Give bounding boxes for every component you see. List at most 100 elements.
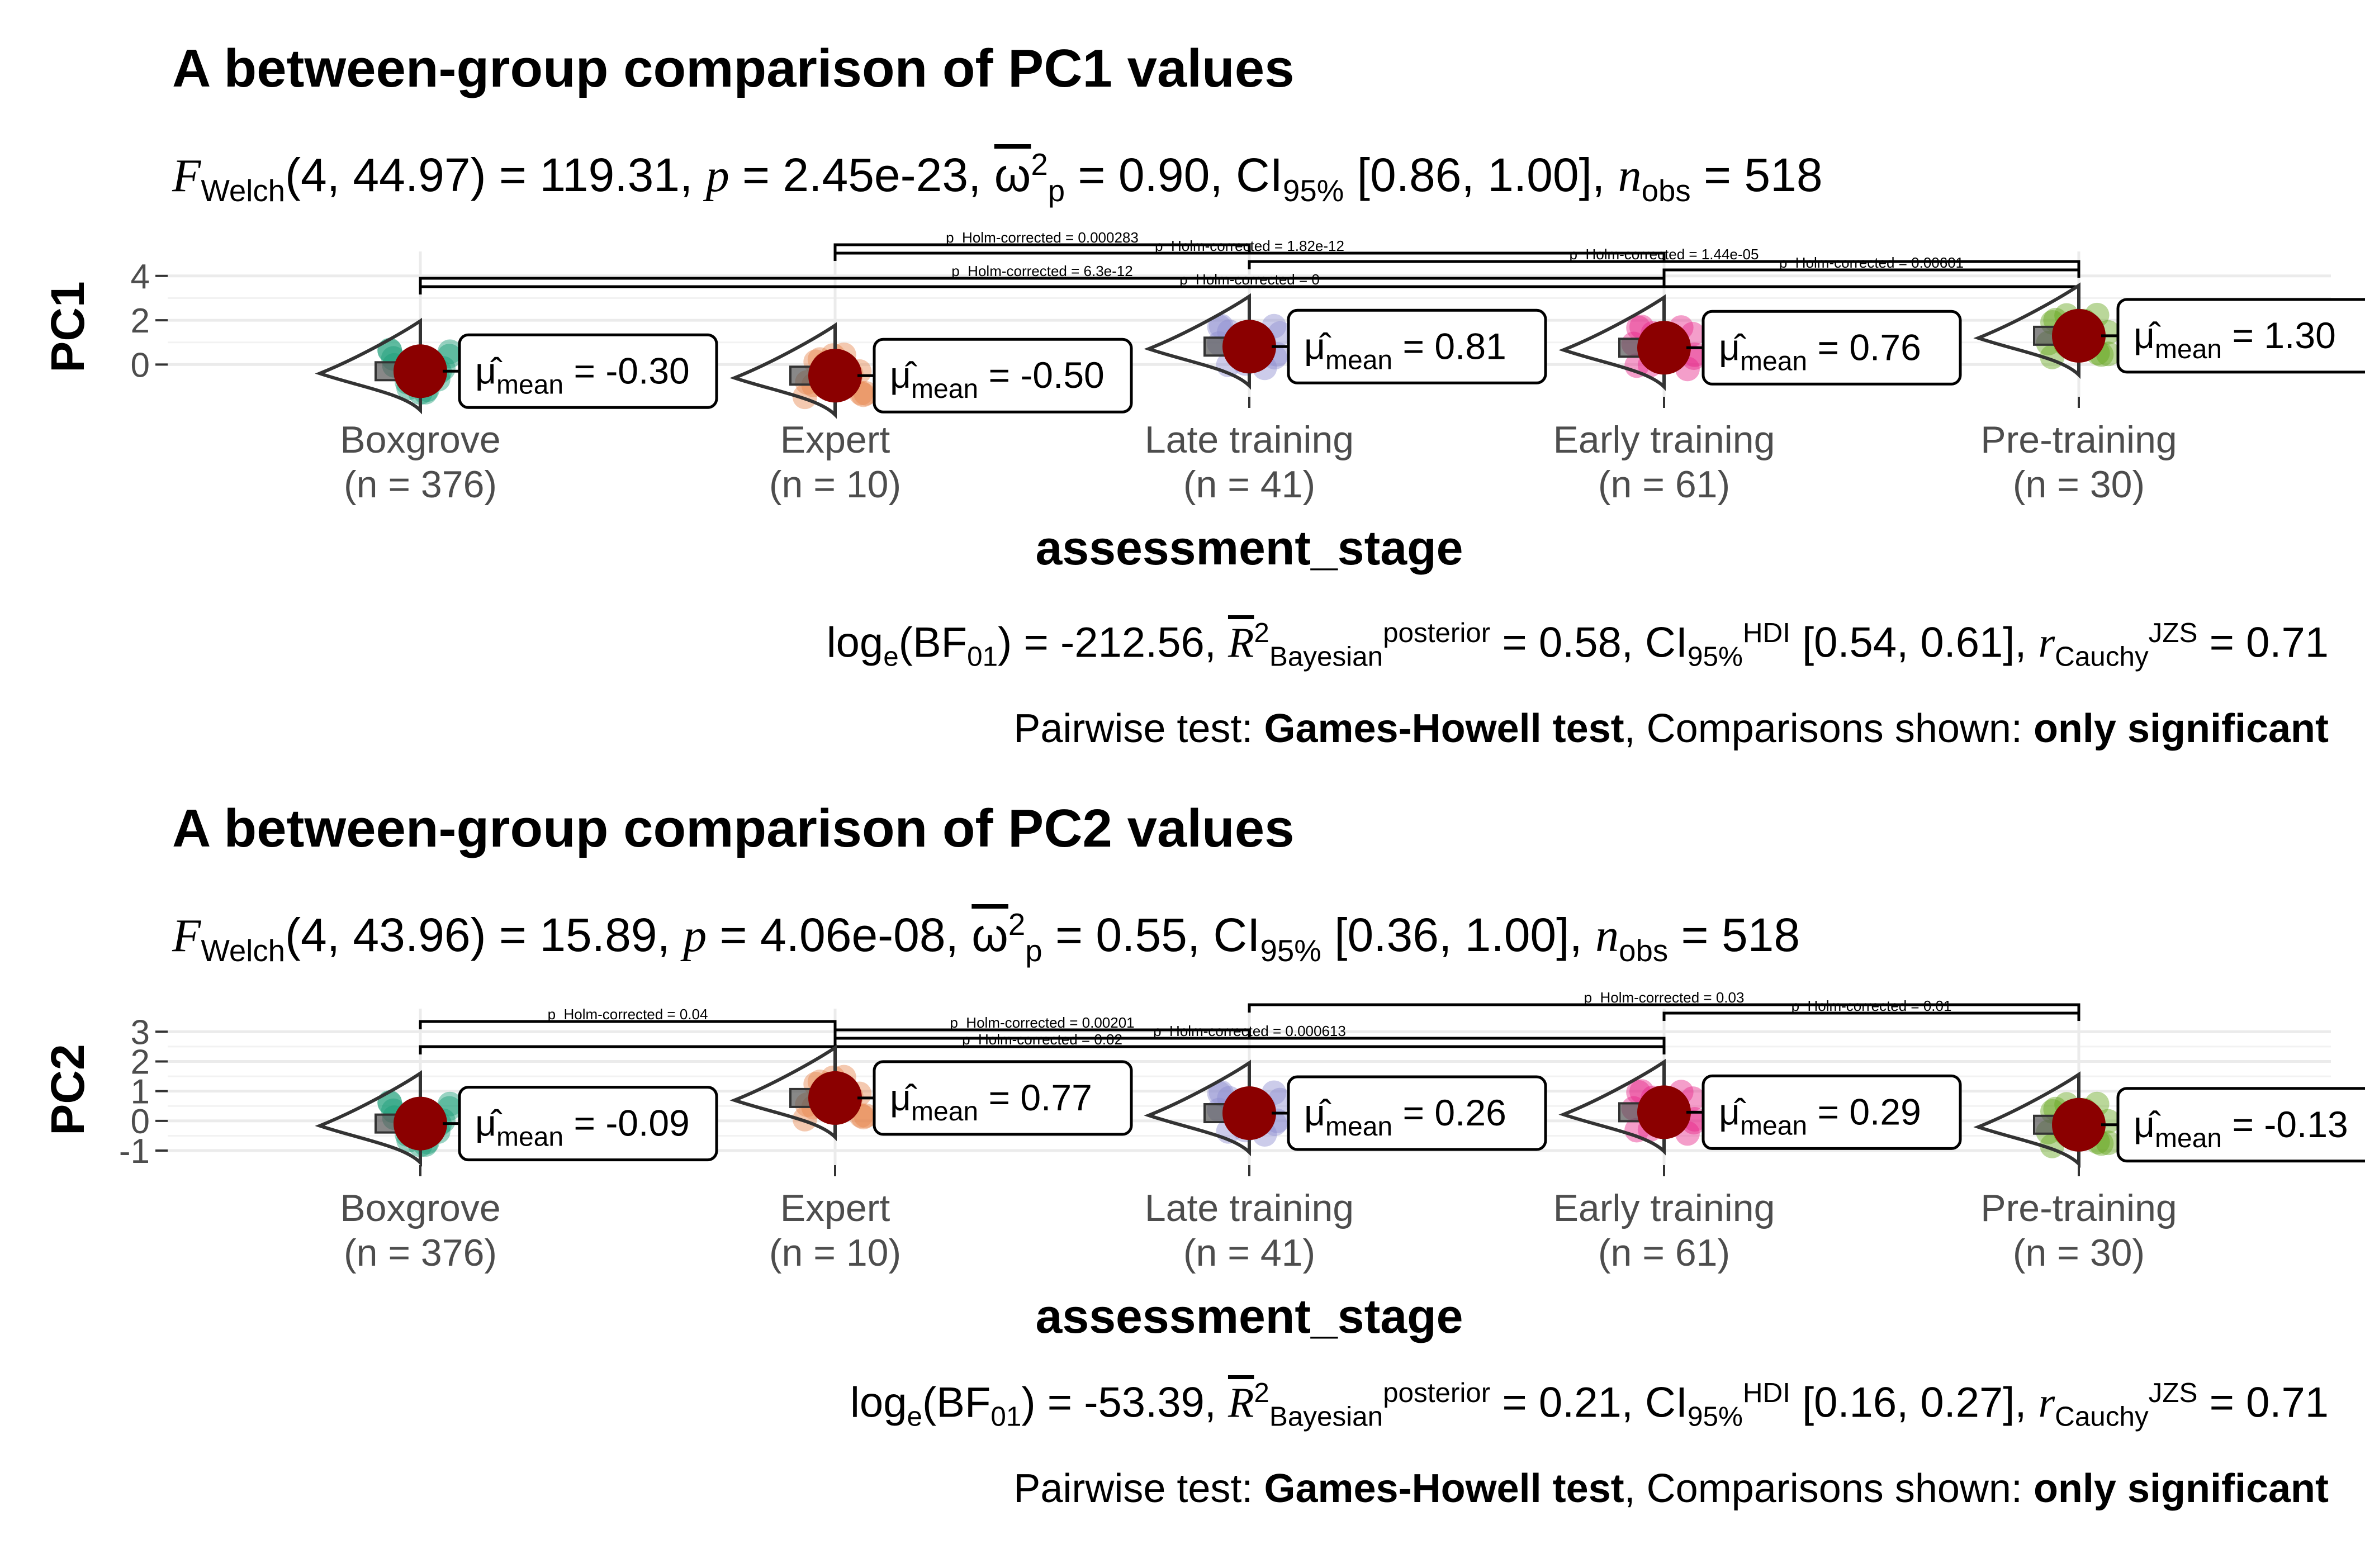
mean-point	[1222, 320, 1276, 374]
chart-panel-pc2: A between-group comparison of PC2 values…	[0, 760, 2365, 1520]
x-tick-label: Expert	[780, 419, 890, 461]
mean-label-box	[1702, 310, 1962, 386]
data-point	[792, 384, 817, 410]
mean-point	[1637, 321, 1691, 375]
mean-label-box	[1287, 1075, 1547, 1151]
chart-title: A between-group comparison of PC2 values	[172, 799, 1295, 858]
mean-label-box	[1287, 308, 1547, 384]
significance-bracket	[419, 1045, 1666, 1054]
y-tick-label: 2	[131, 1043, 150, 1081]
significance-bracket	[419, 1020, 837, 1029]
bayesian-stats: loge(BF01) = -212.56, R2Bayesianposterio…	[826, 617, 2329, 672]
bracket-label: p_Holm-corrected = 1.44e-05	[1570, 246, 1759, 263]
y-tick-label: 2	[131, 302, 150, 340]
mean-label: μ̂mean = 0.77	[890, 1077, 1092, 1127]
data-point	[853, 1103, 878, 1128]
mean-point	[808, 349, 862, 403]
significance-bracket	[833, 1037, 1666, 1046]
chart-title: A between-group comparison of PC1 values	[172, 39, 1295, 98]
significance-bracket	[1662, 1011, 2080, 1021]
mean-label: μ̂mean = 0.29	[1719, 1091, 1921, 1141]
x-tick-label: Early training	[1553, 419, 1775, 461]
data-point	[1207, 315, 1232, 340]
y-tick-label: 3	[131, 1013, 150, 1052]
mean-label-box	[1702, 1074, 1962, 1150]
bracket-label: p_Holm-corrected = 0.03	[1584, 989, 1745, 1006]
x-axis-label: assessment_stage	[1036, 521, 1463, 575]
chart-panel-pc1: A between-group comparison of PC1 values…	[0, 0, 2365, 760]
x-axis-label: assessment_stage	[1036, 1290, 1463, 1343]
y-tick-label: 0	[131, 346, 150, 384]
x-tick-n-label: (n = 376)	[344, 463, 497, 506]
mean-label: μ̂mean = 0.81	[1304, 325, 1506, 375]
bracket-label: p_Holm-corrected = 0.000613	[1153, 1023, 1346, 1039]
data-point	[792, 1106, 817, 1132]
mean-label: μ̂mean = -0.13	[2134, 1104, 2348, 1153]
x-tick-label: Boxgrove	[340, 419, 500, 461]
mean-label: μ̂mean = 0.26	[1304, 1092, 1506, 1142]
x-tick-n-label: (n = 61)	[1598, 463, 1730, 506]
frequentist-stats: FWelch(4, 43.96) = 15.89, p = 4.06e-08, …	[172, 907, 1800, 968]
mean-label-box	[458, 1086, 718, 1162]
y-tick-label: -1	[119, 1132, 150, 1171]
bayesian-stats: loge(BF01) = -53.39, R2Bayesianposterior…	[850, 1377, 2329, 1432]
mean-point	[394, 344, 447, 398]
plot-area: 0 2 4 PC1 p_Holm-corrected = 0.000283 p_Holm-…	[41, 229, 2365, 575]
mean-point	[394, 1096, 447, 1151]
significance-bracket	[833, 251, 1666, 261]
significance-bracket	[833, 1028, 1251, 1038]
x-tick-label: Pre-training	[1980, 1187, 2177, 1229]
mean-label: μ̂mean = -0.09	[475, 1103, 690, 1152]
x-tick-label: Pre-training	[1980, 419, 2177, 461]
x-tick-label: Early training	[1553, 1187, 1775, 1229]
significance-bracket	[1248, 260, 2080, 269]
mean-label: μ̂mean = 1.30	[2134, 315, 2336, 364]
x-tick-n-label: (n = 41)	[1183, 463, 1315, 506]
data-point	[437, 1091, 462, 1116]
mean-label: μ̂mean = -0.50	[890, 354, 1105, 404]
y-tick-label: 1	[131, 1073, 150, 1111]
x-tick-label: Late training	[1145, 1187, 1354, 1229]
bracket-label: p_Holm-corrected = 0.00201	[950, 1014, 1134, 1031]
y-axis-label: PC2	[41, 1044, 94, 1135]
data-point	[1207, 1081, 1232, 1106]
x-tick-n-label: (n = 376)	[344, 1232, 497, 1274]
y-axis-label: PC1	[41, 281, 94, 372]
x-tick-n-label: (n = 41)	[1183, 1232, 1315, 1274]
y-tick-label: 4	[131, 258, 150, 296]
mean-label-box	[2116, 1087, 2365, 1163]
bracket-label: p_Holm-corrected = 0	[1179, 271, 1320, 288]
pairwise-caption: Pairwise test: Games-Howell test, Compar…	[1013, 1466, 2329, 1511]
significance-bracket	[1662, 268, 2080, 278]
x-tick-n-label: (n = 30)	[2013, 463, 2145, 506]
bracket-label: p_Holm-corrected = 0.00601	[1779, 254, 1964, 271]
mean-point	[1637, 1085, 1691, 1139]
x-tick-n-label: (n = 61)	[1598, 1232, 1730, 1274]
data-point	[437, 339, 462, 364]
mean-label: μ̂mean = 0.76	[1719, 326, 1921, 376]
bracket-label: p_Holm-corrected = 0.02	[962, 1031, 1122, 1048]
x-tick-n-label: (n = 10)	[769, 463, 901, 506]
x-tick-n-label: (n = 10)	[769, 1232, 901, 1274]
x-tick-label: Late training	[1145, 419, 1354, 461]
mean-label-box	[2116, 298, 2365, 374]
x-tick-label: Expert	[780, 1187, 890, 1229]
pairwise-caption: Pairwise test: Games-Howell test, Compar…	[1013, 706, 2329, 751]
bracket-label: p_Holm-corrected = 0.000283	[946, 229, 1139, 246]
significance-bracket	[419, 277, 1666, 286]
mean-label-box	[873, 338, 1133, 414]
y-tick-label: 0	[131, 1103, 150, 1141]
mean-label-box	[873, 1060, 1133, 1136]
bracket-label: p_Holm-corrected = 6.3e-12	[951, 263, 1132, 279]
data-point	[853, 381, 878, 406]
significance-bracket	[1248, 1003, 2080, 1013]
mean-point	[2052, 1097, 2106, 1152]
x-tick-n-label: (n = 30)	[2013, 1232, 2145, 1274]
x-tick-label: Boxgrove	[340, 1187, 500, 1229]
bracket-label: p_Holm-corrected = 0.04	[548, 1006, 708, 1023]
bracket-label: p_Holm-corrected = 1.82e-12	[1155, 237, 1344, 254]
mean-point	[808, 1071, 862, 1125]
significance-bracket	[833, 243, 1251, 253]
mean-label-box	[458, 333, 718, 409]
